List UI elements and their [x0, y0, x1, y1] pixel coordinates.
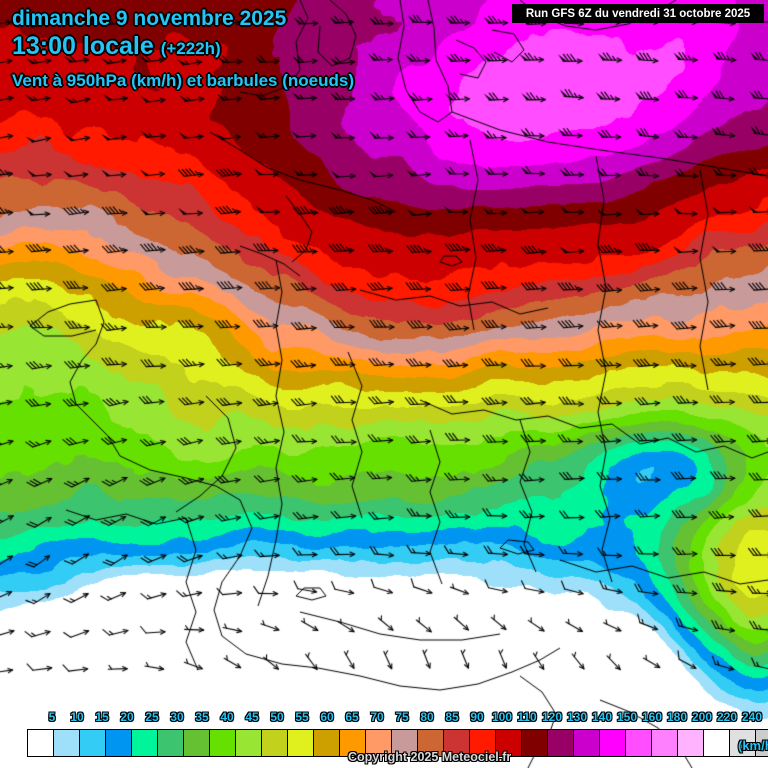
legend-color-bar [27, 729, 768, 757]
legend-tick: 45 [245, 710, 259, 724]
legend-tick: 240 [741, 710, 763, 724]
model-run-banner: Run GFS 6Z du vendredi 31 octobre 2025 [512, 4, 764, 23]
legend-tick: 65 [345, 710, 359, 724]
legend-swatch [106, 730, 132, 756]
legend-swatch [132, 730, 158, 756]
legend-tick: 25 [145, 710, 159, 724]
copyright-label: Copyright 2025 Meteociel.fr [348, 750, 512, 764]
color-scale-legend: 5 10 15 20 25 30 35 40 45 50 55 60 65 70 75 80 85 90 100 11… [0, 710, 768, 768]
legend-tick: 15 [95, 710, 109, 724]
forecast-parameter-label: Vent à 950hPa (km/h) et barbules (noeuds… [12, 71, 354, 90]
legend-swatch [496, 730, 522, 756]
legend-tick: 30 [170, 710, 184, 724]
legend-swatch [236, 730, 262, 756]
legend-tick: 220 [716, 710, 738, 724]
legend-swatch [80, 730, 106, 756]
legend-tick: 75 [395, 710, 409, 724]
legend-tick: 20 [120, 710, 134, 724]
legend-swatch [756, 730, 768, 756]
legend-tick: 55 [295, 710, 309, 724]
legend-swatch [626, 730, 652, 756]
legend-tick: 100 [491, 710, 513, 724]
legend-swatch [678, 730, 704, 756]
forecast-time-label: 13:00 locale (+222h) [12, 32, 221, 61]
legend-swatch [548, 730, 574, 756]
forecast-time-value: 13:00 locale [12, 32, 154, 60]
legend-swatch [184, 730, 210, 756]
legend-swatch [600, 730, 626, 756]
legend-swatch [54, 730, 80, 756]
legend-tick: 90 [470, 710, 484, 724]
legend-swatch [730, 730, 756, 756]
legend-tick: 180 [666, 710, 688, 724]
legend-tick-labels: 5 10 15 20 25 30 35 40 45 50 55 60 65 70 75 80 85 90 100 11… [0, 710, 768, 730]
legend-tick: 70 [370, 710, 384, 724]
legend-tick: 130 [566, 710, 588, 724]
legend-tick: 85 [445, 710, 459, 724]
forecast-lead-time: (+222h) [160, 39, 221, 58]
legend-swatch [444, 730, 470, 756]
legend-tick: 140 [591, 710, 613, 724]
legend-swatch [314, 730, 340, 756]
legend-tick: 160 [641, 710, 663, 724]
legend-tick: 5 [48, 710, 56, 724]
legend-swatch [210, 730, 236, 756]
legend-swatch [158, 730, 184, 756]
legend-swatch [340, 730, 366, 756]
legend-swatch [28, 730, 54, 756]
legend-swatch [262, 730, 288, 756]
legend-tick: 50 [270, 710, 284, 724]
legend-tick: 110 [517, 710, 537, 724]
legend-swatch [288, 730, 314, 756]
legend-swatch [392, 730, 418, 756]
legend-tick: 150 [616, 710, 638, 724]
legend-swatch [366, 730, 392, 756]
forecast-date-label: dimanche 9 novembre 2025 [12, 7, 287, 30]
legend-tick: 120 [541, 710, 563, 724]
legend-swatch [470, 730, 496, 756]
legend-swatch [652, 730, 678, 756]
legend-swatch [522, 730, 548, 756]
legend-swatch [704, 730, 730, 756]
legend-tick: 10 [70, 710, 84, 724]
legend-tick: 200 [691, 710, 713, 724]
legend-tick: 40 [220, 710, 234, 724]
legend-unit-label: (km/h) [738, 738, 768, 753]
legend-tick: 60 [320, 710, 334, 724]
legend-swatch [418, 730, 444, 756]
legend-tick: 35 [195, 710, 209, 724]
legend-tick: 80 [420, 710, 434, 724]
legend-swatch [574, 730, 600, 756]
